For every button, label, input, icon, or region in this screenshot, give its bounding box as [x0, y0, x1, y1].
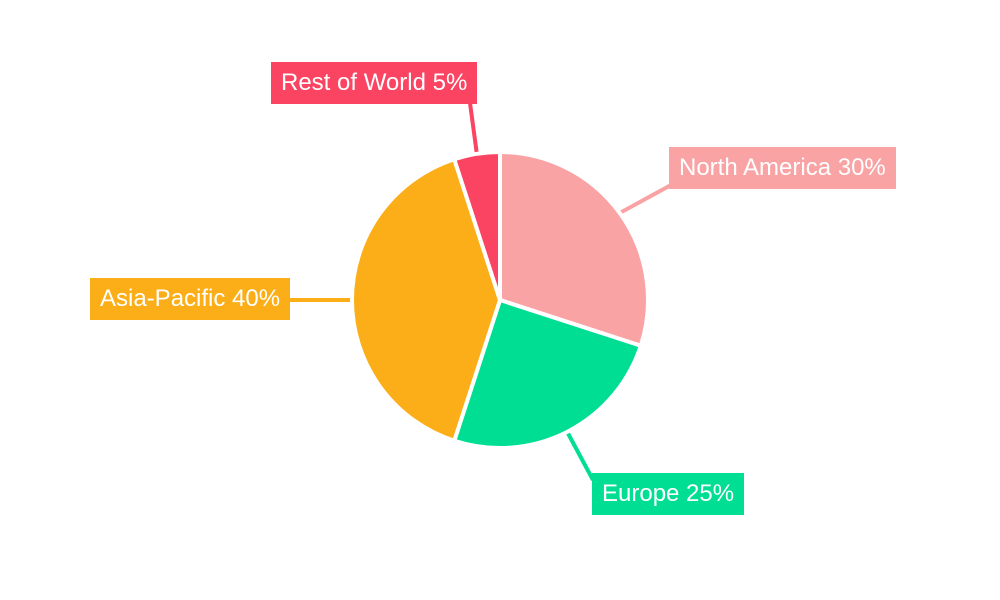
leader-line-rest-of-world — [468, 102, 479, 155]
callout-label-europe: Europe 25% — [592, 473, 745, 515]
callout-label-rest-of-world: Rest of World 5% — [271, 62, 478, 104]
callout-label-asia-pacific: Asia-Pacific 40% — [90, 278, 291, 320]
leader-line-north-america — [618, 183, 672, 215]
pie-slice-asia-pacific[interactable] — [350, 157, 502, 443]
pie-slice-north-america[interactable] — [498, 150, 650, 348]
leader-line-europe — [565, 430, 595, 481]
pie-slice-europe[interactable] — [452, 298, 643, 450]
pie-slice-rest-of-world[interactable] — [452, 150, 502, 302]
callout-label-north-america: North America 30% — [669, 147, 896, 189]
